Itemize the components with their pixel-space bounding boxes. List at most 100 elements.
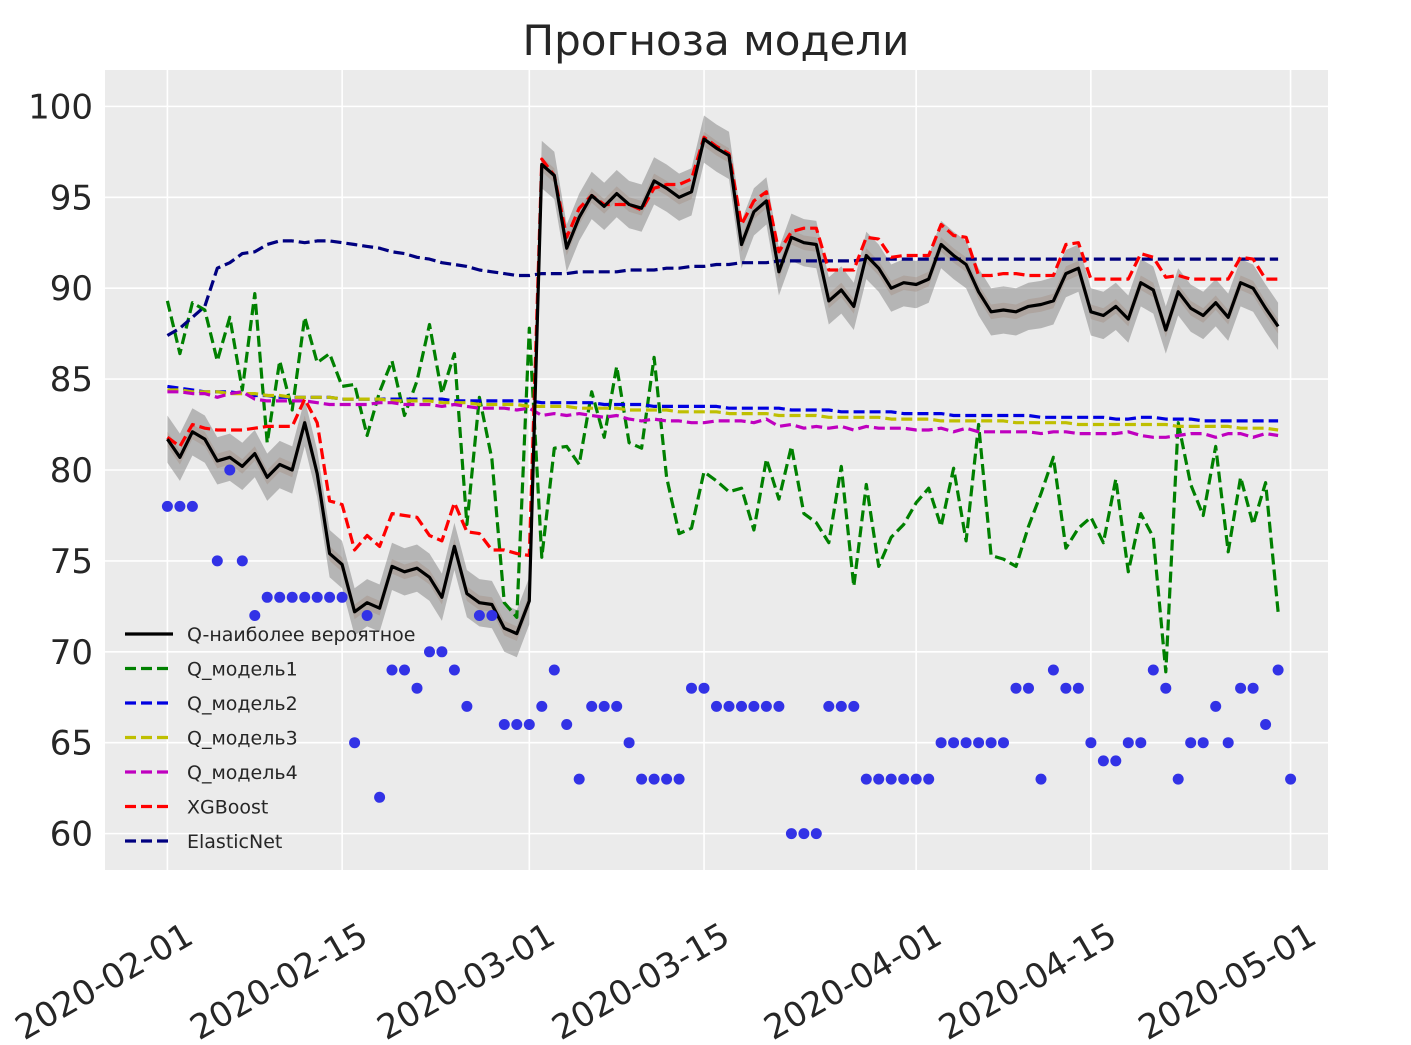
actual-point xyxy=(736,700,747,712)
actual-point xyxy=(923,773,935,785)
y-tick-label: 90 xyxy=(50,269,93,309)
actual-point xyxy=(1085,737,1097,749)
actual-point xyxy=(448,664,460,676)
y-tick-label: 65 xyxy=(50,724,93,764)
actual-point xyxy=(910,773,922,785)
actual-point xyxy=(261,591,273,603)
actual-point xyxy=(898,773,910,785)
actual-point xyxy=(785,828,797,840)
actual-point xyxy=(486,610,498,621)
legend-label: ElasticNet xyxy=(187,831,282,853)
actual-point xyxy=(798,828,810,840)
series-line-5 xyxy=(166,135,1279,558)
actual-point xyxy=(286,591,298,603)
actual-point xyxy=(1210,700,1222,712)
actual-point xyxy=(411,682,423,694)
actual-point xyxy=(161,500,173,512)
actual-point xyxy=(686,682,697,694)
actual-point xyxy=(1285,773,1297,785)
y-tick-label: 95 xyxy=(50,178,93,218)
actual-point xyxy=(361,610,373,621)
actual-point xyxy=(711,700,722,712)
series-line-3 xyxy=(167,388,1279,432)
actual-point xyxy=(985,737,997,749)
actual-point xyxy=(760,700,772,712)
actual-point xyxy=(1010,682,1022,694)
actual-point xyxy=(1272,664,1284,676)
series-lines xyxy=(165,135,1280,674)
series-line-1 xyxy=(165,292,1280,674)
actual-point xyxy=(311,591,323,603)
actual-point xyxy=(349,737,361,749)
actual-point xyxy=(748,700,760,712)
actual-point xyxy=(648,773,660,785)
actual-point xyxy=(1110,755,1122,767)
actual-point xyxy=(698,682,710,694)
series-line-0 xyxy=(166,137,1280,636)
actual-point xyxy=(1023,682,1034,694)
actual-point xyxy=(1260,719,1272,730)
actual-point xyxy=(873,773,885,785)
actual-point xyxy=(324,591,336,603)
legend-label: Q_модель1 xyxy=(187,659,298,681)
actual-point xyxy=(211,555,223,567)
actual-point xyxy=(810,828,822,840)
actual-point xyxy=(236,555,248,567)
actual-point xyxy=(598,700,610,712)
y-tick-label: 85 xyxy=(50,360,93,400)
actual-point xyxy=(1072,682,1084,694)
y-axis-ticks: 60 65 70 75 80 85 90 95 100 xyxy=(28,87,93,854)
actual-point xyxy=(973,737,985,749)
actual-point xyxy=(224,464,236,476)
chart-title: Прогноза модели xyxy=(523,16,910,65)
actual-point xyxy=(473,610,485,621)
actual-point xyxy=(1122,737,1134,749)
actual-point xyxy=(935,737,947,749)
actual-point xyxy=(1097,755,1109,767)
legend-label: Q-наиболее вероятное xyxy=(187,624,415,646)
actual-point xyxy=(1172,773,1184,785)
gridlines xyxy=(105,70,1328,870)
actual-point xyxy=(661,773,673,785)
actual-point xyxy=(186,500,198,512)
actual-point xyxy=(386,664,398,676)
actual-point xyxy=(673,773,685,785)
actual-point xyxy=(586,700,598,712)
legend-label: XGBoost xyxy=(187,797,268,819)
actual-point xyxy=(523,719,535,730)
actual-point xyxy=(1047,664,1059,676)
actual-point xyxy=(623,737,635,749)
y-tick-label: 70 xyxy=(50,633,93,673)
actual-point xyxy=(723,700,735,712)
actual-point xyxy=(498,719,510,730)
actual-point xyxy=(1247,682,1259,694)
actual-point xyxy=(1222,737,1234,749)
actual-point xyxy=(998,737,1009,749)
actual-point xyxy=(174,500,186,512)
actual-point xyxy=(835,700,847,712)
actual-point xyxy=(960,737,972,749)
actual-point xyxy=(823,700,835,712)
legend-label: Q_модель2 xyxy=(187,693,298,715)
actual-points xyxy=(161,464,1297,840)
series-line-6 xyxy=(166,239,1279,337)
actual-point xyxy=(1035,773,1047,785)
actual-point xyxy=(636,773,648,785)
actual-point xyxy=(274,591,286,603)
actual-point xyxy=(1185,737,1197,749)
y-tick-label: 75 xyxy=(50,542,93,582)
actual-point xyxy=(548,664,560,676)
y-tick-label: 60 xyxy=(50,815,93,855)
actual-point xyxy=(848,700,860,712)
legend-label: Q_модель4 xyxy=(187,762,298,784)
actual-point xyxy=(773,700,785,712)
actual-point xyxy=(424,646,435,658)
actual-point xyxy=(1160,682,1172,694)
actual-point xyxy=(536,700,548,712)
actual-point xyxy=(336,591,348,603)
actual-point xyxy=(860,773,872,785)
actual-point xyxy=(1135,737,1147,749)
legend-label: Q_модель3 xyxy=(187,728,298,750)
actual-point xyxy=(1197,737,1209,749)
